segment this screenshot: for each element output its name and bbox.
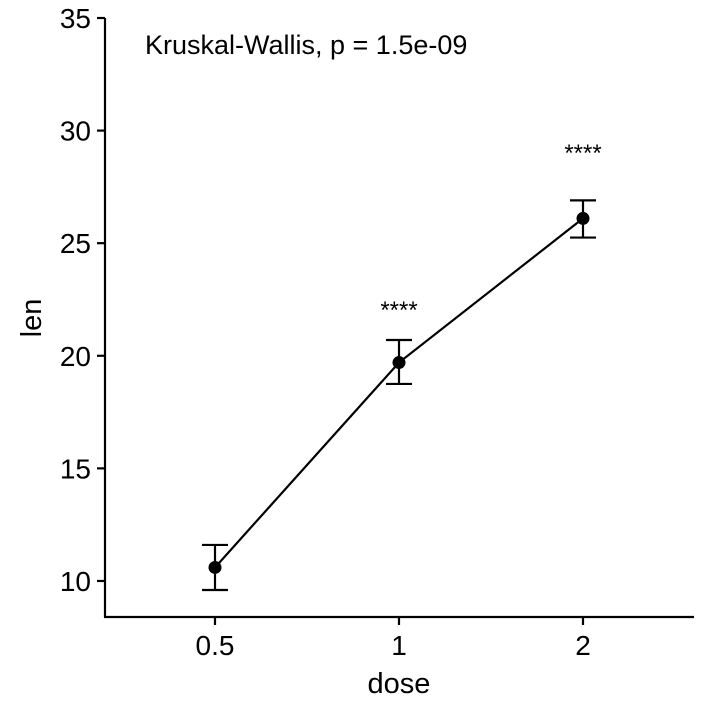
significance-labels: **** **** — [380, 140, 601, 324]
x-ticks: 0.5 1 2 — [196, 617, 591, 661]
y-tick-label: 15 — [60, 453, 91, 484]
y-tick-label: 30 — [60, 116, 91, 147]
kruskal-wallis-annotation: Kruskal-Wallis, p = 1.5e-09 — [145, 30, 467, 60]
x-tick-label: 1 — [391, 630, 407, 661]
data-point — [392, 356, 406, 370]
x-tick-label: 2 — [575, 630, 591, 661]
y-axis-title: len — [16, 299, 48, 338]
data-point — [576, 211, 590, 225]
y-tick-label: 35 — [60, 3, 91, 34]
y-tick-label: 10 — [60, 566, 91, 597]
y-tick-label: 20 — [60, 341, 91, 372]
significance-label: **** — [564, 140, 601, 167]
x-tick-label: 0.5 — [196, 630, 235, 661]
series — [202, 199, 596, 592]
y-ticks: 10 15 20 25 30 35 — [60, 3, 105, 597]
significance-label: **** — [380, 297, 417, 324]
x-axis-title: dose — [368, 668, 431, 700]
series-line — [214, 217, 584, 569]
y-tick-label: 25 — [60, 228, 91, 259]
data-point — [208, 560, 222, 574]
